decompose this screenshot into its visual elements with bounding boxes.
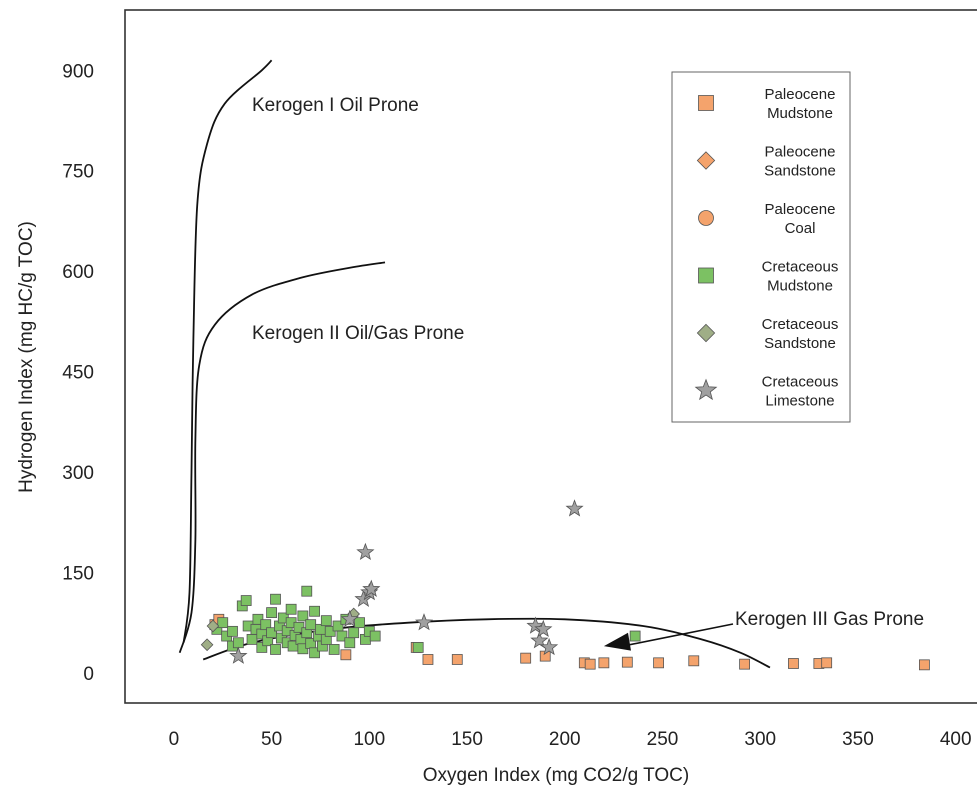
cretaceous-limestone-point xyxy=(356,542,375,561)
data-points xyxy=(200,499,930,671)
paleocene-mudstone-point xyxy=(688,655,700,667)
cretaceous-limestone-point xyxy=(340,609,359,628)
legend-label: Paleocene Mudstone xyxy=(765,86,836,122)
cretaceous-sandstone-point xyxy=(206,619,220,633)
y-axis-ticks: 0 150 300 450 600 750 900 xyxy=(62,61,94,685)
x-tick-label: 200 xyxy=(549,729,581,750)
legend-paleocene-sandstone-icon xyxy=(696,151,716,170)
legend-cretaceous-sandstone-icon xyxy=(696,323,716,343)
paleocene-mudstone-point xyxy=(451,654,463,665)
x-tick-label: 250 xyxy=(647,729,679,750)
paleocene-mudstone-point xyxy=(340,649,352,661)
legend-cretaceous-limestone-icon xyxy=(694,378,718,401)
kerogen-iii-arrow xyxy=(603,623,734,651)
cretaceous-mudstone-point xyxy=(309,605,320,617)
cretaceous-mudstone-point xyxy=(629,630,641,642)
paleocene-mudstone-point xyxy=(653,657,664,669)
kerogen-curve-1 xyxy=(182,59,273,643)
cretaceous-mudstone-point xyxy=(285,603,297,615)
cretaceous-mudstone-point xyxy=(297,610,309,622)
kerogen-i-label: Kerogen I Oil Prone xyxy=(252,95,419,116)
y-tick-label: 450 xyxy=(62,363,94,384)
cretaceous-limestone-point xyxy=(229,646,248,664)
cretaceous-limestone-point xyxy=(362,579,381,597)
cretaceous-limestone-point xyxy=(530,631,549,649)
y-axis-title: Hydrogen Index (mg HC/g TOC) xyxy=(16,221,37,493)
legend: Paleocene Mudstone Paleocene Sandstone Paleo… xyxy=(671,71,851,423)
paleocene-mudstone-point xyxy=(739,658,750,670)
paleocene-mudstone-point xyxy=(584,658,596,670)
cretaceous-limestone-point xyxy=(415,613,434,631)
legend-paleocene-coal-icon xyxy=(698,210,714,226)
cretaceous-limestone-point xyxy=(539,637,559,656)
cretaceous-mudstone-point xyxy=(301,585,313,597)
legend-label: Cretaceous Mudstone xyxy=(762,259,839,295)
x-tick-label: 100 xyxy=(353,729,385,750)
annotation-line xyxy=(617,623,734,648)
y-tick-label: 600 xyxy=(62,262,94,283)
cretaceous-mudstone-point xyxy=(270,644,281,655)
legend-label: Cretaceous Sandstone xyxy=(762,316,839,352)
x-tick-label: 350 xyxy=(842,729,874,750)
paleocene-mudstone-point xyxy=(788,658,799,669)
cretaceous-mudstone-point xyxy=(328,644,340,655)
cretaceous-mudstone-point xyxy=(232,637,244,649)
legend-cretaceous-mudstone-icon xyxy=(698,267,714,284)
kerogen-ii-label: Kerogen II Oil/Gas Prone xyxy=(252,323,464,344)
paleocene-mudstone-point xyxy=(621,656,633,668)
cretaceous-mudstone-point xyxy=(309,647,320,659)
cretaceous-mudstone-point xyxy=(336,630,348,642)
x-axis-ticks: 0 50 100 150 200 250 300 350 400 xyxy=(169,729,972,750)
x-tick-label: 50 xyxy=(261,729,282,750)
legend-label: Cretaceous Limestone xyxy=(762,374,839,410)
cretaceous-mudstone-point xyxy=(369,630,381,642)
x-tick-label: 300 xyxy=(744,729,776,750)
x-tick-label: 150 xyxy=(451,729,483,750)
paleocene-mudstone-point xyxy=(422,654,434,665)
cretaceous-mudstone-point xyxy=(354,617,365,629)
y-tick-label: 150 xyxy=(62,563,94,584)
cretaceous-sandstone-point xyxy=(200,638,214,652)
cretaceous-mudstone-point xyxy=(246,633,258,645)
paleocene-mudstone-point xyxy=(598,657,610,669)
x-tick-label: 400 xyxy=(940,729,972,750)
y-tick-label: 0 xyxy=(83,664,94,685)
cretaceous-mudstone-point xyxy=(240,595,252,606)
cretaceous-mudstone-point xyxy=(227,625,238,637)
legend-box xyxy=(671,71,851,423)
cretaceous-mudstone-point xyxy=(270,593,281,605)
cretaceous-mudstone-point xyxy=(344,637,356,649)
annotation-arrowhead xyxy=(603,632,631,651)
cretaceous-limestone-point xyxy=(565,499,584,517)
y-tick-label: 900 xyxy=(62,61,94,82)
cretaceous-mudstone-point xyxy=(320,615,332,627)
paleocene-mudstone-point xyxy=(821,657,833,669)
cretaceous-mudstone-point xyxy=(260,619,272,631)
cretaceous-mudstone-point xyxy=(256,642,268,653)
cretaceous-mudstone-point xyxy=(305,619,317,631)
paleocene-mudstone-point xyxy=(520,652,532,664)
kerogen-curve-2 xyxy=(178,261,386,654)
kerogen-curve-labels: Kerogen I Oil Prone Kerogen II Oil/Gas P… xyxy=(252,95,924,630)
legend-label: Paleocene Sandstone xyxy=(764,144,836,180)
cretaceous-mudstone-point xyxy=(217,617,229,629)
cretaceous-limestone-point xyxy=(534,619,553,638)
cretaceous-mudstone-point xyxy=(412,642,424,653)
cretaceous-limestone-point xyxy=(526,616,545,634)
x-tick-label: 0 xyxy=(169,729,180,750)
y-tick-label: 300 xyxy=(62,463,94,484)
cretaceous-mudstone-point xyxy=(348,627,360,639)
kerogen-iii-label: Kerogen III Gas Prone xyxy=(735,609,924,630)
cretaceous-mudstone-point xyxy=(266,607,277,619)
paleocene-mudstone-point xyxy=(919,659,930,671)
y-tick-label: 750 xyxy=(62,162,94,183)
x-axis-title: Oxygen Index (mg CO2/g TOC) xyxy=(423,765,689,786)
legend-paleocene-mudstone-icon xyxy=(698,95,714,111)
legend-label: Paleocene Coal xyxy=(765,201,836,237)
